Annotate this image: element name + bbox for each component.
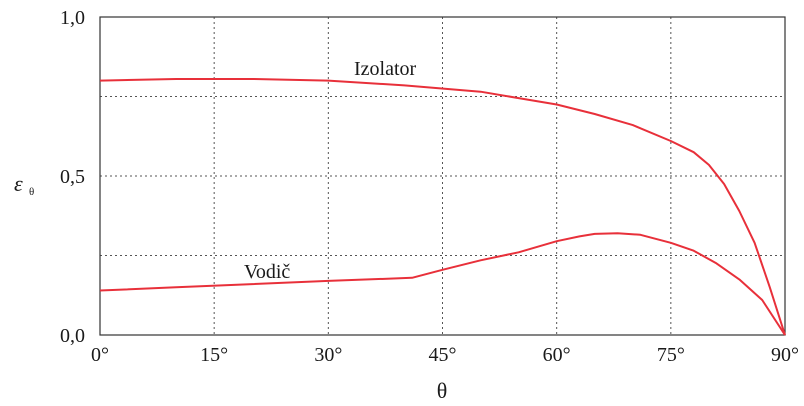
x-tick-label: 15° — [200, 344, 228, 366]
y-tick-label: 0,5 — [60, 166, 85, 188]
x-tick-label: 75° — [657, 344, 685, 366]
series-line-izolator — [99, 78, 786, 336]
tick-labels: 0° 15° 30° 45° 60° 75° 90° 0,0 0,5 1,0 — [60, 7, 799, 366]
y-tick-label: 0,0 — [60, 325, 85, 347]
series-lines — [99, 78, 786, 336]
plot-frame — [99, 16, 786, 336]
y-tick-label: 1,0 — [60, 7, 85, 29]
series-label-izolator: Izolator — [354, 58, 417, 80]
series-line-vodic — [99, 232, 786, 336]
x-tick-label: 0° — [91, 344, 109, 366]
x-tick-label: 90° — [771, 344, 799, 366]
y-axis-label: ε θ — [14, 171, 34, 198]
y-axis-label-main: ε — [14, 171, 23, 196]
grid — [100, 17, 785, 335]
x-tick-label: 30° — [314, 344, 342, 366]
x-tick-label: 60° — [543, 344, 571, 366]
x-tick-label: 45° — [429, 344, 457, 366]
series-label-vodic: Vodič — [244, 261, 290, 283]
x-axis-label: θ — [437, 378, 448, 403]
y-axis-label-subscript: θ — [29, 186, 34, 198]
